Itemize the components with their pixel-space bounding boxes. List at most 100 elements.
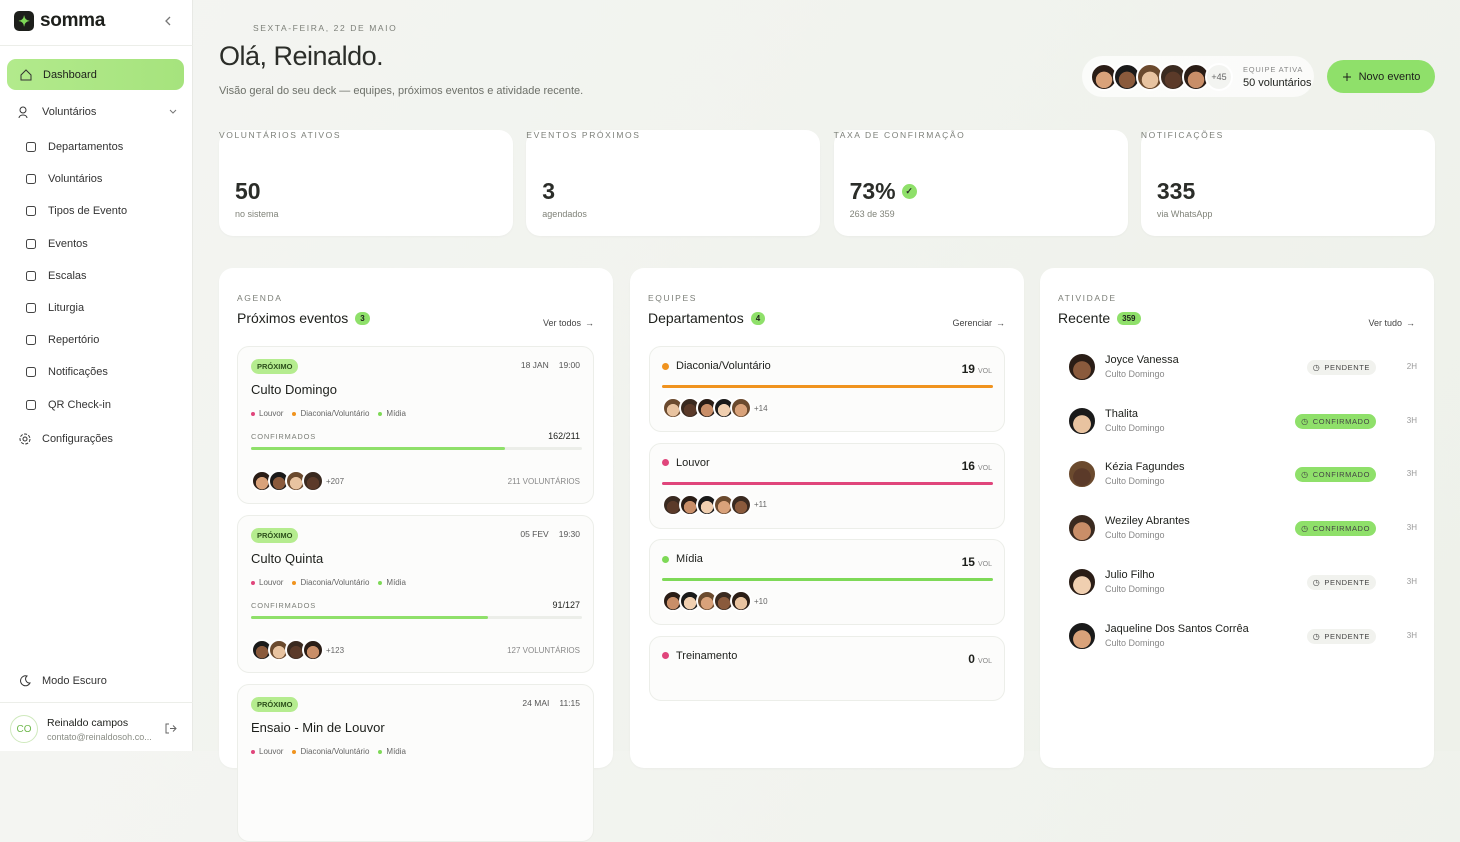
panel-link[interactable]: Gerenciar → — [952, 318, 1005, 328]
tag: Louvor — [251, 409, 283, 418]
department-dot — [662, 362, 669, 370]
activity-status: ◷ PENDENTE — [1306, 628, 1376, 644]
stat-sub: no sistema — [235, 209, 279, 219]
panel-kicker: ATIVIDADE — [1058, 293, 1117, 303]
department-card[interactable]: Louvor 16 VOL +11 — [649, 442, 1005, 529]
event-name: Culto Domingo — [251, 382, 337, 397]
status-icon: ◷ — [1301, 416, 1309, 426]
panel-title: Departamentos 4 — [648, 310, 766, 326]
icon — [19, 433, 31, 445]
dark-mode[interactable]: Modo Escuro — [18, 674, 107, 688]
activity-status: ◷ CONFIRMADO — [1295, 521, 1376, 537]
stat-label: NOTIFICAÇÕES — [1140, 130, 1224, 140]
avatar — [302, 639, 324, 661]
department-dot — [662, 555, 669, 563]
event-time: 19:00 — [558, 360, 580, 370]
event-card[interactable]: PRÓXIMO 24 MAI 11:15 Ensaio - Min de Louvor… — [237, 684, 594, 842]
icon — [26, 174, 36, 185]
brand[interactable]: ✦ somma — [14, 10, 105, 32]
tag-dot — [378, 580, 383, 585]
team-info: EQUIPE ATIVA 50 voluntários — [1243, 65, 1312, 89]
confirmed-label: CONFIRMADOS — [251, 601, 317, 610]
department-bar — [662, 578, 993, 581]
event-card[interactable]: PRÓXIMO 05 FEV 19:30 Culto Quinta Louvor Diac… — [237, 515, 594, 673]
event-card[interactable]: PRÓXIMO 18 JAN 19:00 Culto Domingo Louvor Dia… — [237, 346, 594, 504]
nav-item[interactable]: Notificações — [24, 365, 108, 379]
tag: Diaconia/Voluntário — [292, 747, 369, 756]
tag-dot — [251, 580, 255, 585]
logout-icon[interactable] — [164, 722, 177, 735]
nav-item[interactable]: Repertório — [24, 333, 99, 347]
nav-item[interactable]: Tipos de Evento — [24, 204, 127, 218]
tag-dot — [378, 411, 383, 416]
avatar-more: +207 — [326, 476, 345, 486]
avatar-more: +123 — [326, 645, 345, 655]
nav-group[interactable]: Voluntários — [18, 105, 178, 119]
event-tags: Louvor Diaconia/Voluntário Mídia — [251, 578, 406, 587]
activity-name: Julio Filho — [1105, 568, 1155, 581]
nav-item[interactable]: Escalas — [24, 269, 87, 283]
avatar — [730, 397, 752, 419]
activity-time: 3H — [1406, 415, 1417, 425]
activity-status: ◷ CONFIRMADO — [1295, 467, 1376, 483]
status-icon: ◷ — [1312, 363, 1321, 372]
activity-time: 3H — [1406, 576, 1417, 586]
activity-avatar — [1067, 566, 1097, 597]
new-event-button[interactable]: Novo evento — [1327, 60, 1435, 93]
department-card[interactable]: Diaconia/Voluntário 19 VOL +14 — [649, 346, 1005, 432]
department-name: Treinamento — [662, 650, 737, 662]
nav-item[interactable]: Departamentos — [24, 140, 123, 154]
nav-item[interactable]: Liturgia — [24, 301, 84, 315]
count-number: 19 — [961, 362, 975, 376]
activity-sub: Culto Domingo — [1105, 369, 1165, 379]
activity-avatar — [1067, 513, 1097, 544]
event-datetime: 05 FEV 19:30 — [520, 529, 580, 539]
activity-sub: Culto Domingo — [1105, 476, 1165, 487]
events-panel: AGENDA Próximos eventos 3 Ver todos → PRÓXIMO… — [219, 268, 613, 842]
status-pill: PRÓXIMO — [251, 359, 299, 374]
activity-avatar — [1067, 620, 1097, 651]
event-time: 19:30 — [558, 529, 580, 539]
department-card[interactable]: Treinamento 0 VOL — [649, 635, 1005, 701]
event-volunteers: 211 VOLUNTÁRIOS — [507, 477, 580, 486]
nav-label: Configurações — [42, 433, 113, 445]
department-label: Diaconia/Voluntário — [676, 360, 771, 372]
department-dot — [662, 459, 669, 466]
nav-label: Dashboard — [43, 68, 97, 81]
tag: Mídia — [378, 747, 406, 756]
tag-dot — [292, 580, 297, 585]
stat-label: TAXA DE CONFIRMAÇÃO — [833, 130, 966, 140]
panel-kicker: AGENDA — [237, 293, 283, 303]
stat-number: 50 — [235, 178, 261, 204]
event-avatars: +207 — [251, 470, 344, 492]
nav-label: Voluntários — [48, 173, 103, 186]
chevron — [169, 109, 177, 114]
stat-card: TAXA DE CONFIRMAÇÃO 73% ✓ 263 de 359 — [833, 130, 1128, 236]
tag-name: Louvor — [259, 409, 284, 418]
date: SEXTA-FEIRA, 22 DE MAIO — [253, 23, 398, 33]
nav-item[interactable]: Voluntários — [24, 172, 102, 186]
stat-number: 335 — [1156, 178, 1196, 204]
nav-settings[interactable]: Configurações — [18, 432, 113, 446]
nav-dashboard[interactable]: Dashboard — [7, 59, 184, 90]
nav-item[interactable]: QR Check-in — [24, 398, 111, 412]
department-bar — [662, 481, 993, 485]
progress-track — [251, 616, 582, 619]
status-text: PENDENTE — [1324, 577, 1370, 587]
panel-link[interactable]: Ver tudo → — [1368, 318, 1415, 328]
department-avatars: +10 — [662, 590, 768, 612]
tag-dot — [378, 749, 383, 754]
stat-sub: 263 de 359 — [849, 209, 895, 219]
activity-time: 3H — [1406, 523, 1417, 533]
activity-time: 3H — [1406, 630, 1417, 640]
panel-link[interactable]: Ver todos → — [543, 318, 594, 328]
collapse-icon[interactable] — [163, 15, 173, 27]
tag-dot — [292, 749, 297, 754]
stat-card: NOTIFICAÇÕES 335 via WhatsApp — [1140, 130, 1435, 236]
department-name: Diaconia/Voluntário — [662, 360, 771, 372]
tag-name: Louvor — [259, 747, 284, 756]
nav-item[interactable]: Eventos — [24, 237, 88, 251]
department-card[interactable]: Mídia 15 VOL +10 — [649, 539, 1005, 625]
icon — [26, 238, 36, 249]
